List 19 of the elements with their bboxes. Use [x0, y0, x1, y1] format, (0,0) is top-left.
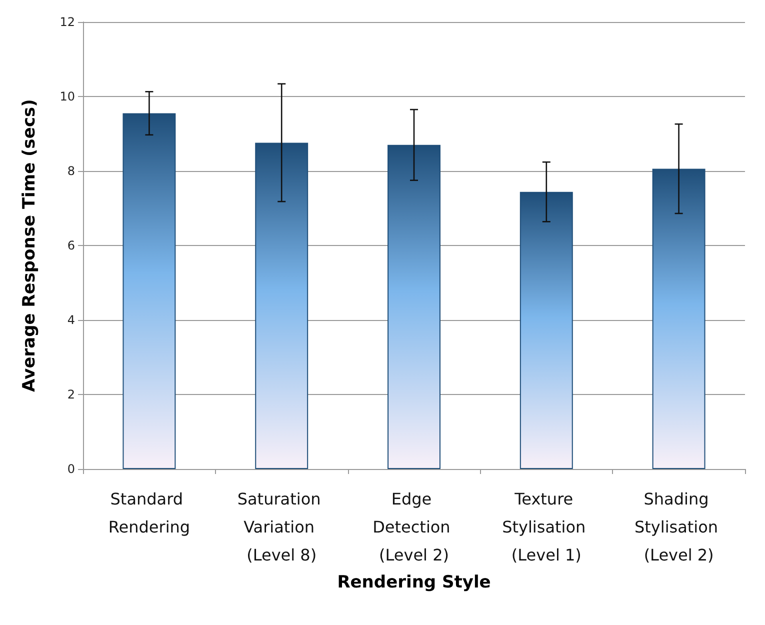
y-tick-label: 8	[67, 164, 75, 178]
x-tick-label: Edge Detection (Level 2)	[372, 490, 456, 564]
y-tick-label: 2	[67, 388, 75, 402]
x-axis-title: Rendering Style	[337, 572, 491, 592]
bar	[520, 192, 573, 469]
x-tick-label: Shading Stylisation (Level 2)	[634, 490, 724, 564]
y-tick-label: 10	[60, 90, 75, 104]
y-tick-label: 4	[67, 313, 75, 327]
y-tick-label: 12	[60, 15, 75, 29]
x-tick-label: Texture Stylisation (Level 1)	[502, 490, 591, 564]
y-tick-label: 0	[67, 462, 75, 476]
x-tick-label: Saturation Variation (Level 8)	[237, 490, 326, 564]
bar	[388, 144, 440, 469]
y-tick-label: 6	[67, 238, 75, 252]
bar	[652, 168, 706, 469]
y-axis-title: Average Response Time (secs)	[20, 99, 40, 392]
bar	[255, 142, 308, 469]
x-tick-label: Standard Rendering	[108, 490, 190, 536]
bar	[122, 113, 176, 469]
